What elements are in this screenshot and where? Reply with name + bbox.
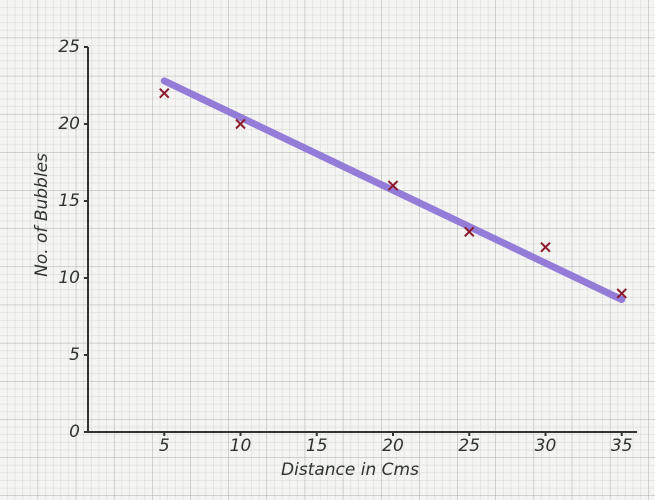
x-tick-label: 5 <box>159 436 170 456</box>
y-tick-label: 5 <box>69 345 80 365</box>
y-tick-label: 10 <box>58 268 80 288</box>
x-tick-label: 30 <box>535 436 557 456</box>
graph-paper <box>0 0 655 500</box>
y-tick-label: 15 <box>58 191 80 211</box>
chart: Distance in Cms No. of Bubbles 0 5 10 15 20 2… <box>0 0 655 500</box>
y-tick-label: 20 <box>58 114 80 134</box>
y-tick-label: 0 <box>69 422 80 442</box>
x-tick-label: 35 <box>611 436 633 456</box>
x-axis-label: Distance in Cms <box>281 460 419 480</box>
x-tick-label: 15 <box>306 436 328 456</box>
y-axis-label: No. of Bubbles <box>32 153 52 277</box>
x-tick-label: 20 <box>382 436 404 456</box>
y-tick-label: 25 <box>58 37 80 57</box>
x-tick-label: 25 <box>458 436 480 456</box>
x-tick-label: 10 <box>230 436 252 456</box>
page: Distance in Cms No. of Bubbles 0 5 10 15 20 2… <box>0 0 655 500</box>
